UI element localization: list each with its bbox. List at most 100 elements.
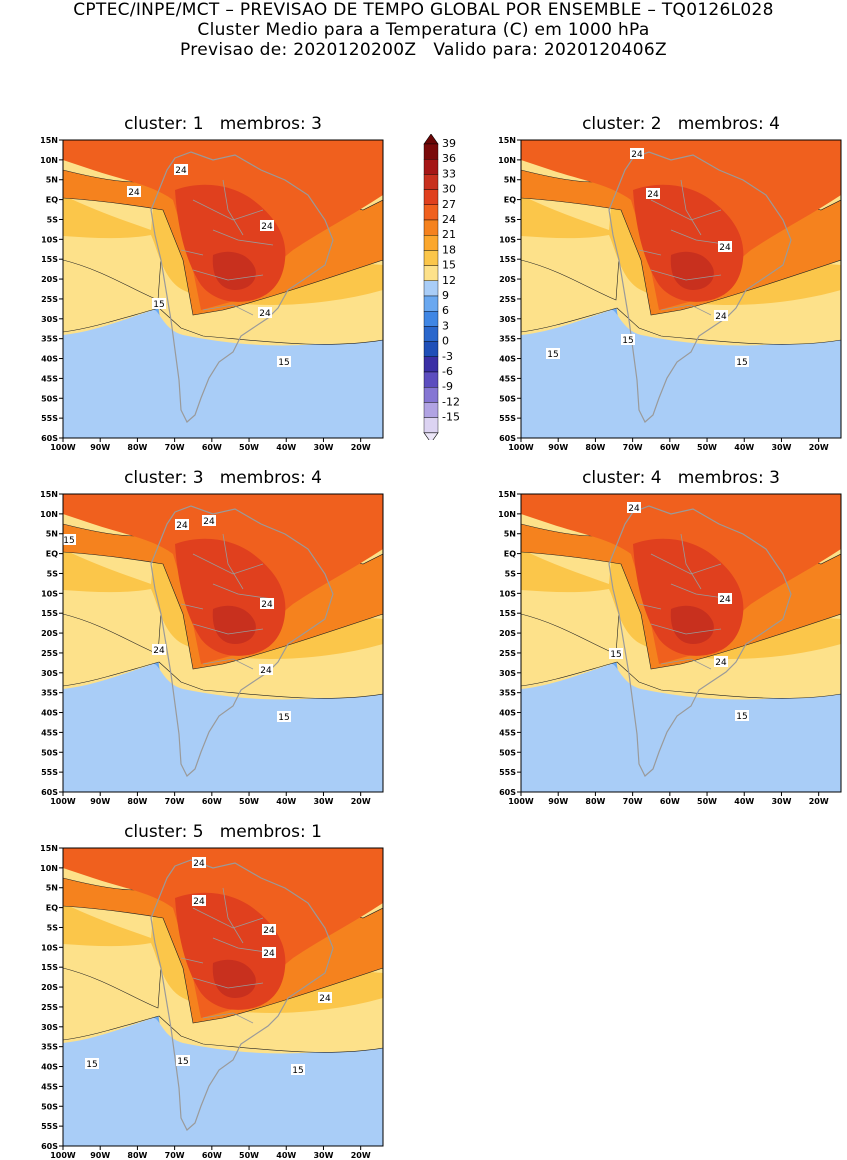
country-border bbox=[650, 623, 722, 635]
temperature-colorbar: 39 36 33 30 27 24 21 18 15 12 9 6 3 0 -3 -6 -9 -12 -15 bbox=[420, 133, 468, 444]
lon-label: 90W bbox=[90, 443, 110, 452]
contour-label: 24 bbox=[192, 857, 206, 869]
svg-text:24: 24 bbox=[261, 222, 273, 232]
plot-frame bbox=[520, 493, 842, 793]
colorbar-top-arrow bbox=[423, 133, 439, 145]
svg-text:24: 24 bbox=[715, 658, 727, 668]
svg-text:24: 24 bbox=[153, 646, 165, 656]
lat-label: 60S bbox=[41, 788, 58, 797]
isotherm-band bbox=[212, 251, 256, 290]
contour-label: 24 bbox=[192, 895, 206, 907]
lon-label: 70W bbox=[165, 1151, 185, 1160]
svg-text:15: 15 bbox=[63, 536, 74, 546]
lat-label: 15S bbox=[499, 255, 516, 264]
lat-label: EQ bbox=[504, 550, 516, 559]
contour-label: 24 bbox=[175, 519, 189, 531]
colorbar-label: 9 bbox=[442, 289, 449, 302]
isotherm-band bbox=[670, 251, 714, 290]
lat-label: 50S bbox=[499, 748, 516, 757]
lat-label: 55S bbox=[41, 414, 58, 423]
contour-label: 15 bbox=[291, 1064, 305, 1076]
country-border bbox=[660, 304, 712, 316]
svg-text:24: 24 bbox=[176, 521, 188, 531]
contour-label: 24 bbox=[258, 307, 272, 319]
lat-label: 10N bbox=[498, 510, 516, 519]
contour-label: 15 bbox=[621, 334, 635, 346]
country-border bbox=[222, 887, 244, 944]
lon-label: 100W bbox=[508, 443, 534, 452]
lon-label: 80W bbox=[585, 797, 605, 806]
svg-text:24: 24 bbox=[719, 595, 731, 605]
lat-label: 60S bbox=[41, 1142, 58, 1151]
lon-label: 60W bbox=[660, 797, 680, 806]
lat-label: 5N bbox=[46, 176, 58, 185]
colorbar-label: 6 bbox=[442, 304, 449, 317]
lat-label: 60S bbox=[41, 434, 58, 443]
lat-label: 20S bbox=[41, 275, 58, 284]
lat-label: 50S bbox=[41, 394, 58, 403]
lat-label: 10N bbox=[40, 156, 58, 165]
colorbar-label: 39 bbox=[442, 137, 456, 150]
lon-label: 50W bbox=[239, 1151, 259, 1160]
lon-label: 70W bbox=[623, 443, 643, 452]
colorbar-label: 27 bbox=[442, 198, 456, 211]
lat-label: 5N bbox=[504, 176, 516, 185]
svg-text:24: 24 bbox=[175, 166, 187, 176]
colorbar-swatch bbox=[423, 341, 439, 358]
lon-label: 20W bbox=[351, 1151, 371, 1160]
temperature-field: 24 24 24 15 15 bbox=[521, 494, 841, 792]
lon-label: 30W bbox=[771, 443, 791, 452]
plot-frame bbox=[62, 847, 384, 1147]
isotherm-band bbox=[212, 605, 256, 644]
country-border bbox=[212, 937, 274, 954]
lat-label: 5S bbox=[47, 569, 59, 578]
lon-label: 20W bbox=[351, 443, 371, 452]
country-border bbox=[650, 199, 722, 221]
country-border bbox=[180, 957, 204, 964]
lat-label: 30S bbox=[41, 669, 58, 678]
lon-label: 60W bbox=[202, 797, 222, 806]
map-panel-4: 24 24 24 15 15 15N 10N 5N EQ 5S 10S 15S 20S 25S 30S 35S… bbox=[488, 490, 847, 806]
lon-label: 100W bbox=[50, 797, 76, 806]
contour-label: 24 bbox=[718, 593, 732, 605]
lat-label: 10S bbox=[41, 589, 58, 598]
lat-label: 20S bbox=[41, 983, 58, 992]
country-border bbox=[192, 623, 264, 635]
header-line-3: Previsao de: 2020120200Z Valido para: 20… bbox=[180, 40, 667, 60]
colorbar-swatch bbox=[423, 250, 439, 266]
map-panel-1: 24 24 24 24 15 15 15N 10N 5N EQ 5S 10S 15S 20S 25S 30S 3… bbox=[30, 136, 390, 452]
lat-label: 25S bbox=[41, 1003, 58, 1012]
lon-label: 60W bbox=[660, 443, 680, 452]
svg-text:15: 15 bbox=[622, 336, 633, 346]
contour-label: 24 bbox=[714, 310, 728, 322]
colorbar-swatch bbox=[423, 417, 439, 434]
isotherm-band bbox=[63, 663, 383, 792]
svg-text:15: 15 bbox=[292, 1066, 303, 1076]
colorbar-swatch bbox=[423, 174, 439, 190]
lon-label: 100W bbox=[50, 443, 76, 452]
lon-label: 30W bbox=[313, 443, 333, 452]
coastline bbox=[608, 151, 792, 423]
lat-label: 10S bbox=[41, 943, 58, 952]
contour-label: 24 bbox=[718, 241, 732, 253]
colorbar-label: 15 bbox=[442, 259, 456, 272]
lon-label: 60W bbox=[202, 443, 222, 452]
lat-label: 60S bbox=[499, 788, 516, 797]
lat-label: 5S bbox=[47, 215, 59, 224]
colorbar-label: 21 bbox=[442, 228, 456, 241]
svg-text:24: 24 bbox=[259, 309, 271, 319]
lat-label: 45S bbox=[41, 374, 58, 383]
lon-label: 70W bbox=[165, 443, 185, 452]
lat-label: 35S bbox=[499, 335, 516, 344]
map-panel-2: 24 24 24 24 15 15 15 15N 10N 5N EQ 5S 10S 15S 20S 25S 30… bbox=[488, 136, 847, 452]
colorbar-swatch bbox=[423, 143, 439, 160]
contour-label: 15 bbox=[609, 648, 623, 660]
lat-label: 20S bbox=[499, 275, 516, 284]
lon-label: 40W bbox=[276, 1151, 296, 1160]
country-border bbox=[222, 179, 244, 236]
lon-label: 70W bbox=[165, 797, 185, 806]
lon-label: 90W bbox=[548, 797, 568, 806]
country-border bbox=[680, 533, 702, 590]
colorbar-swatch bbox=[423, 310, 439, 327]
country-border bbox=[638, 603, 662, 610]
